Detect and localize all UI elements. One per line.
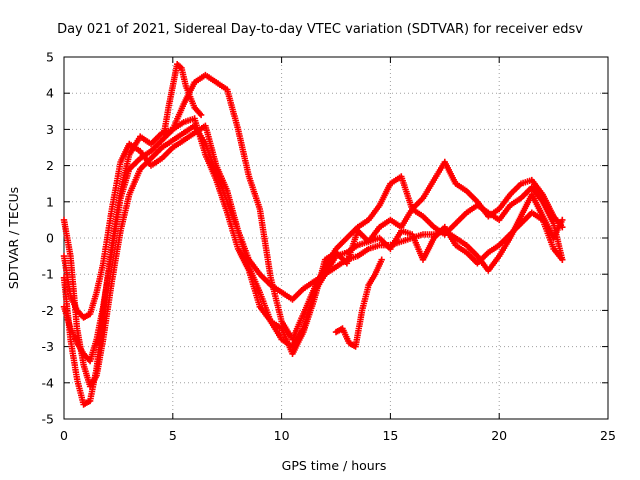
x-tick-label: 10 (274, 428, 290, 443)
series-day-3 (60, 122, 566, 350)
y-tick-label: -1 (42, 267, 54, 282)
gridlines (64, 57, 608, 419)
y-tick-label: -2 (42, 303, 54, 318)
series-day-5 (160, 61, 205, 137)
x-tick-label: 20 (491, 428, 507, 443)
x-tick-label: 0 (60, 428, 68, 443)
x-axis-label: GPS time / hours (282, 458, 387, 473)
x-tick-labels: 0 5 10 15 20 25 (60, 428, 616, 443)
y-tick-label: 5 (46, 50, 54, 65)
axis-ticks (63, 56, 609, 420)
y-tick-label: 1 (46, 194, 54, 209)
y-tick-label: 0 (46, 231, 54, 246)
y-tick-label: 2 (46, 158, 54, 173)
y-tick-labels: -5 -4 -3 -2 -1 0 1 2 3 4 5 (42, 50, 55, 427)
series-day-4 (60, 71, 566, 365)
chart-title: Day 021 of 2021, Sidereal Day-to-day VTE… (57, 22, 583, 37)
data-series (60, 61, 566, 408)
x-tick-label: 5 (169, 428, 177, 443)
y-tick-label: -5 (42, 412, 54, 427)
x-tick-label: 25 (600, 428, 616, 443)
x-tick-label: 15 (382, 428, 398, 443)
y-tick-label: 4 (46, 86, 54, 101)
series-day-6 (332, 256, 385, 350)
y-tick-label: -3 (42, 339, 54, 354)
y-tick-label: 3 (46, 122, 54, 137)
y-axis-label: SDTVAR / TECUs (6, 187, 21, 289)
y-tick-label: -4 (42, 375, 55, 390)
